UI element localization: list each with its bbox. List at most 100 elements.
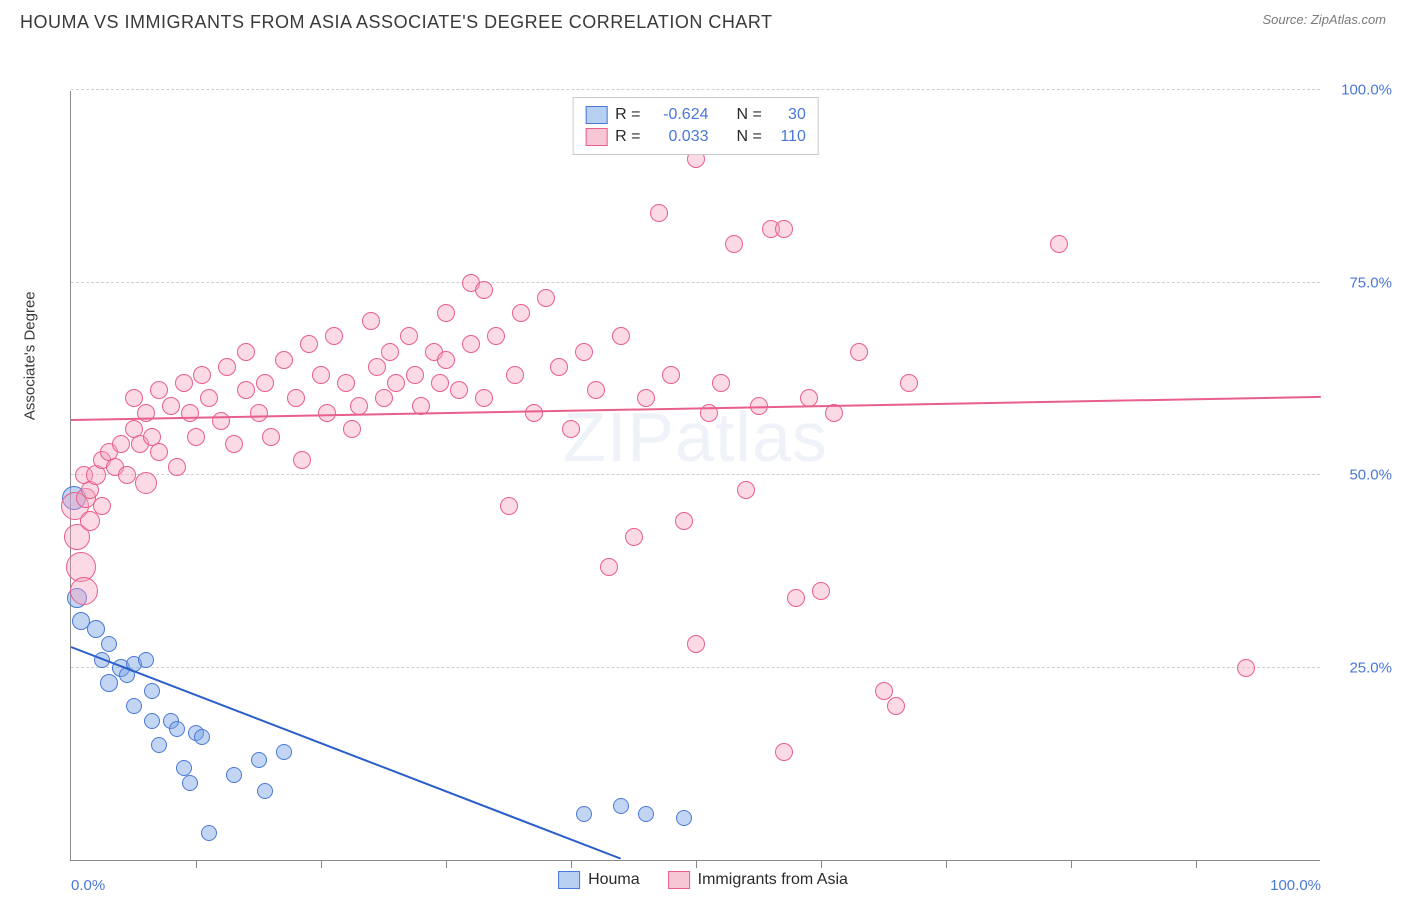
legend-swatch: [585, 128, 607, 146]
scatter-point: [375, 389, 393, 407]
scatter-point: [168, 458, 186, 476]
scatter-point: [212, 412, 230, 430]
scatter-point: [775, 220, 793, 238]
scatter-point: [775, 743, 793, 761]
scatter-point: [287, 389, 305, 407]
legend-row: R =-0.624N =30: [585, 104, 806, 126]
scatter-point: [537, 289, 555, 307]
scatter-point: [251, 752, 267, 768]
scatter-point: [350, 397, 368, 415]
scatter-point: [87, 620, 105, 638]
scatter-point: [725, 235, 743, 253]
scatter-point: [100, 674, 118, 692]
y-tick-label: 25.0%: [1328, 659, 1392, 676]
x-tick: [696, 860, 697, 868]
scatter-point: [101, 636, 117, 652]
scatter-point: [162, 397, 180, 415]
scatter-point: [512, 304, 530, 322]
scatter-point: [226, 767, 242, 783]
legend-swatch: [558, 871, 580, 889]
scatter-point: [675, 512, 693, 530]
scatter-point: [562, 420, 580, 438]
scatter-point: [637, 389, 655, 407]
grid-line: [71, 89, 1320, 90]
x-tick: [821, 860, 822, 868]
scatter-point: [737, 481, 755, 499]
scatter-point: [257, 783, 273, 799]
scatter-point: [93, 497, 111, 515]
scatter-point: [525, 404, 543, 422]
scatter-point: [850, 343, 868, 361]
grid-line: [71, 667, 1320, 668]
n-value: 110: [770, 128, 806, 146]
scatter-point: [587, 381, 605, 399]
n-label: N =: [737, 106, 762, 124]
scatter-point: [150, 443, 168, 461]
scatter-point: [343, 420, 361, 438]
scatter-point: [118, 466, 136, 484]
x-tick: [321, 860, 322, 868]
scatter-point: [437, 351, 455, 369]
x-tick: [946, 860, 947, 868]
scatter-point: [450, 381, 468, 399]
scatter-point: [201, 825, 217, 841]
grid-line: [71, 282, 1320, 283]
legend-swatch: [585, 106, 607, 124]
legend-series: HoumaImmigrants from Asia: [558, 871, 848, 889]
scatter-point: [650, 204, 668, 222]
scatter-point: [437, 304, 455, 322]
chart-container: Associate's Degree ZIPatlas R =-0.624N =…: [20, 41, 1386, 911]
r-value: -0.624: [649, 106, 709, 124]
scatter-point: [1237, 659, 1255, 677]
scatter-point: [381, 343, 399, 361]
scatter-point: [181, 404, 199, 422]
scatter-point: [400, 327, 418, 345]
scatter-point: [475, 281, 493, 299]
x-tick: [1071, 860, 1072, 868]
scatter-point: [368, 358, 386, 376]
scatter-point: [575, 343, 593, 361]
x-tick: [1196, 860, 1197, 868]
scatter-point: [576, 806, 592, 822]
scatter-point: [80, 511, 100, 531]
scatter-point: [126, 698, 142, 714]
scatter-point: [218, 358, 236, 376]
x-tick: [446, 860, 447, 868]
scatter-point: [138, 652, 154, 668]
scatter-point: [900, 374, 918, 392]
x-tick-label: 100.0%: [1270, 877, 1321, 894]
scatter-point: [687, 635, 705, 653]
scatter-point: [362, 312, 380, 330]
y-tick-label: 100.0%: [1328, 82, 1392, 99]
scatter-point: [475, 389, 493, 407]
scatter-point: [193, 366, 211, 384]
scatter-point: [200, 389, 218, 407]
scatter-point: [506, 366, 524, 384]
scatter-point: [112, 435, 130, 453]
scatter-point: [431, 374, 449, 392]
scatter-point: [325, 327, 343, 345]
scatter-point: [676, 810, 692, 826]
scatter-point: [169, 721, 185, 737]
scatter-point: [1050, 235, 1068, 253]
scatter-point: [787, 589, 805, 607]
scatter-point: [812, 582, 830, 600]
scatter-point: [194, 729, 210, 745]
trend-line: [71, 646, 622, 860]
scatter-point: [625, 528, 643, 546]
legend-label: Immigrants from Asia: [698, 871, 848, 889]
chart-title: HOUMA VS IMMIGRANTS FROM ASIA ASSOCIATE'…: [20, 12, 773, 33]
scatter-point: [144, 683, 160, 699]
scatter-point: [550, 358, 568, 376]
scatter-point: [237, 343, 255, 361]
scatter-point: [150, 381, 168, 399]
scatter-point: [276, 744, 292, 760]
r-label: R =: [615, 106, 640, 124]
r-label: R =: [615, 128, 640, 146]
scatter-point: [250, 404, 268, 422]
scatter-point: [70, 577, 98, 605]
legend-swatch: [668, 871, 690, 889]
scatter-point: [135, 472, 157, 494]
scatter-point: [237, 381, 255, 399]
y-tick-label: 50.0%: [1328, 467, 1392, 484]
